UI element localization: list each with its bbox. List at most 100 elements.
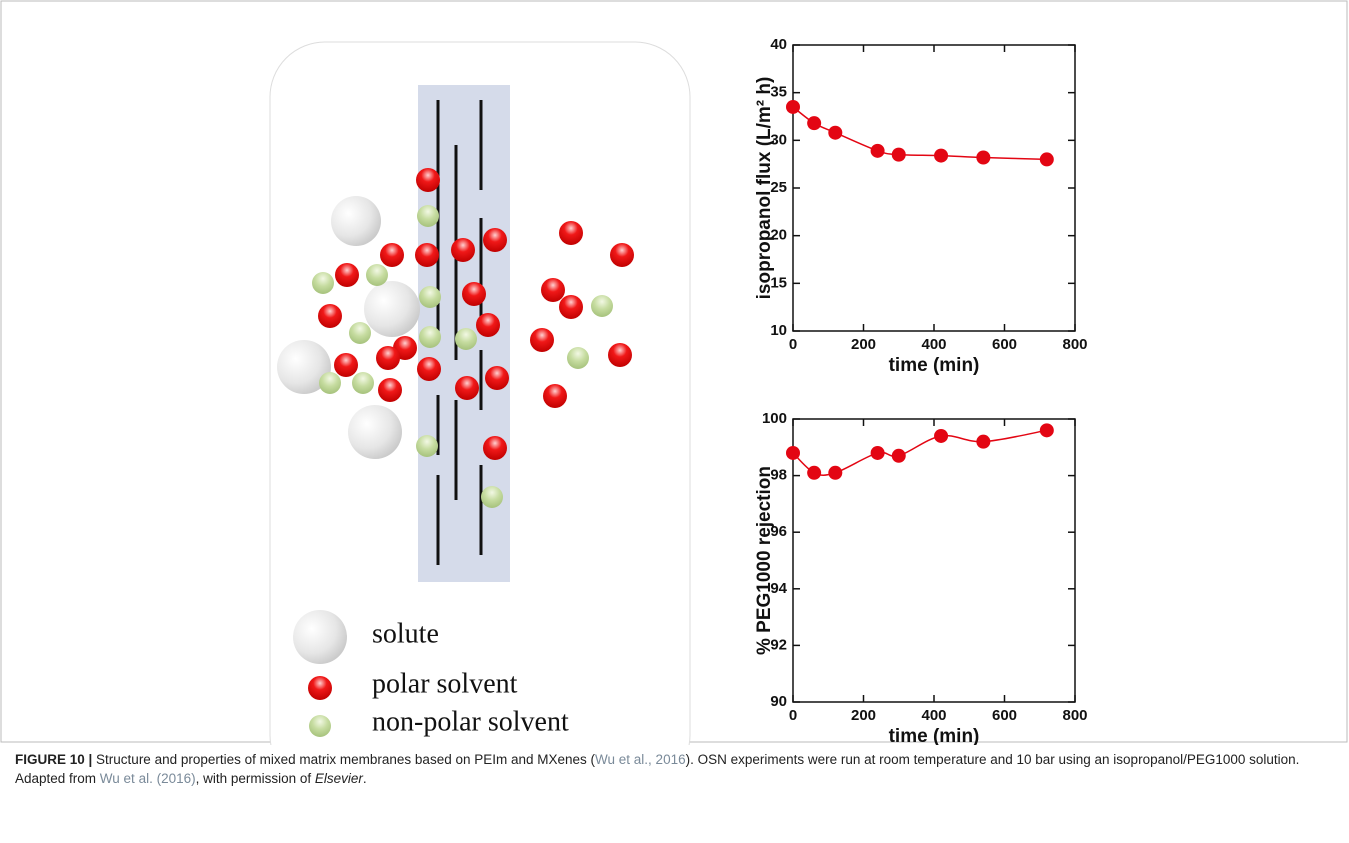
citation-link[interactable]: Wu et al., 2016 (595, 752, 686, 767)
caption-text: . (362, 771, 367, 786)
diagram (277, 100, 634, 737)
data-point (870, 143, 885, 158)
y-tick-label: 100 (762, 410, 787, 427)
polar-solvent (476, 313, 500, 337)
non-polar-solvent (419, 326, 441, 348)
non-polar-solvent (417, 205, 439, 227)
polar-solvent (335, 263, 359, 287)
y-tick-label: 94 (770, 580, 787, 597)
data-point (1039, 152, 1054, 167)
y-tick-label: 10 (770, 322, 787, 339)
plot-frame (792, 44, 1076, 332)
citation-link[interactable]: Wu et al. (2016) (99, 771, 196, 786)
polar-solvent (380, 243, 404, 267)
x-tick-label: 400 (921, 707, 946, 724)
y-tick-label: 98 (770, 467, 787, 484)
solute (277, 340, 331, 394)
polar-solvent (376, 346, 400, 370)
non-polar-solvent (455, 328, 477, 350)
y-tick-label: 96 (770, 523, 787, 540)
y-tick-label: 35 (770, 84, 787, 101)
non-polar-solvent (416, 435, 438, 457)
x-tick-label: 0 (789, 707, 797, 724)
data-point (828, 465, 843, 480)
y-tick-label: 30 (770, 131, 787, 148)
legend-label: solute (372, 618, 439, 649)
polar-solvent (455, 376, 479, 400)
caption: FIGURE 10 | Structure and properties of … (15, 750, 1335, 788)
data-point (786, 99, 800, 114)
non-polar-solvent (352, 372, 374, 394)
solute (364, 281, 420, 337)
solute (348, 405, 402, 459)
y-tick-label: 25 (770, 179, 787, 196)
caption-publisher: Elsevier (314, 771, 363, 786)
polar-solvent (559, 221, 583, 245)
polar-solvent (334, 353, 358, 377)
polar-solvent (417, 357, 441, 381)
x-tick-label: 600 (992, 707, 1017, 724)
polar-solvent (451, 238, 475, 262)
data-point (807, 116, 822, 131)
x-tick-label: 0 (789, 336, 797, 353)
data-point (891, 147, 906, 162)
non-polar-solvent (481, 486, 503, 508)
polar-solvent (415, 243, 439, 267)
non-polar-solvent (366, 264, 388, 286)
non-polar-solvent (309, 715, 331, 737)
legend-label: polar solvent (372, 668, 518, 699)
data-point (934, 148, 949, 163)
caption-label: FIGURE 10 | (15, 752, 93, 767)
non-polar-solvent (567, 347, 589, 369)
polar-solvent (610, 243, 634, 267)
y-tick-label: 20 (770, 227, 787, 244)
x-axis-title: time (min) (889, 355, 980, 376)
y-tick-label: 92 (770, 636, 787, 653)
x-tick-label: 600 (992, 336, 1017, 353)
polar-solvent (559, 295, 583, 319)
non-polar-solvent (319, 372, 341, 394)
x-tick-label: 200 (851, 707, 876, 724)
y-tick-label: 15 (770, 274, 787, 291)
polar-solvent (318, 304, 342, 328)
polar-solvent (483, 228, 507, 252)
plot-frame (792, 418, 1076, 703)
non-polar-solvent (591, 295, 613, 317)
y-tick-label: 90 (770, 693, 787, 710)
solute (331, 196, 381, 246)
data-point (807, 465, 822, 480)
polar-solvent (530, 328, 554, 352)
data-point (934, 428, 949, 443)
non-polar-solvent (349, 322, 371, 344)
solute (293, 610, 347, 664)
polar-solvent (462, 282, 486, 306)
y-tick-label: 40 (770, 36, 787, 53)
x-axis-title: time (min) (889, 726, 980, 745)
caption-text: Structure and properties of mixed matrix… (92, 752, 596, 767)
x-tick-label: 400 (921, 336, 946, 353)
polar-solvent (483, 436, 507, 460)
polar-solvent (543, 384, 567, 408)
polar-solvent (416, 168, 440, 192)
x-tick-label: 200 (851, 336, 876, 353)
data-point (976, 150, 991, 165)
data-point (828, 125, 843, 140)
non-polar-solvent (312, 272, 334, 294)
y-axis-title: % PEG1000 rejection (754, 466, 775, 655)
data-point (786, 445, 800, 460)
figure: solute polar solvent non-polar solvent 0… (0, 0, 1348, 745)
polar-solvent (608, 343, 632, 367)
non-polar-solvent (419, 286, 441, 308)
data-point (870, 445, 885, 460)
polar-solvent (378, 378, 402, 402)
caption-text: , with permission of (195, 771, 315, 786)
data-point (891, 448, 906, 463)
caption-text: ). OSN experiments were run at room temp… (15, 752, 1300, 786)
data-point (1039, 423, 1054, 438)
x-tick-label: 800 (1062, 707, 1087, 724)
polar-solvent (308, 676, 332, 700)
legend-label: non-polar solvent (372, 706, 569, 737)
polar-solvent (485, 366, 509, 390)
x-tick-label: 800 (1062, 336, 1087, 353)
